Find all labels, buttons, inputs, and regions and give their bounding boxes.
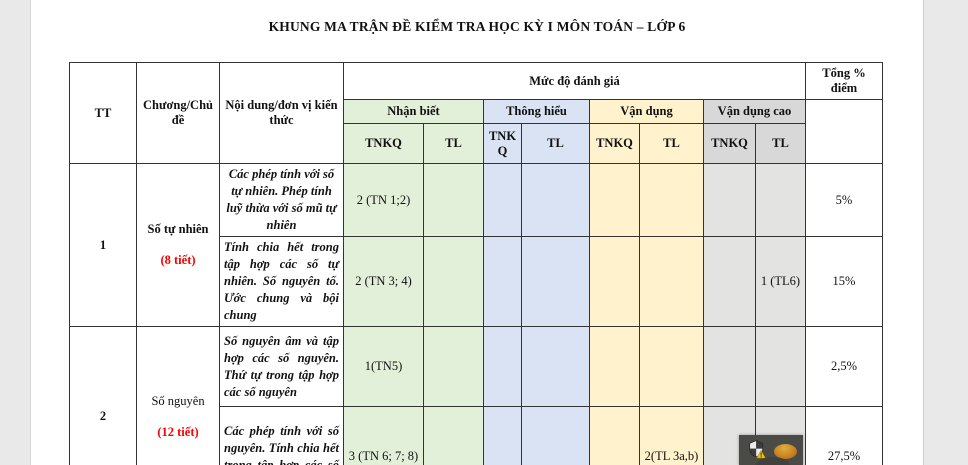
matrix-cell — [423, 163, 484, 237]
header-format-nb-tnkq: TNKQ — [343, 123, 424, 164]
matrix-cell — [483, 163, 522, 237]
header-level-nhan-biet: Nhận biết — [343, 99, 484, 124]
row2b-van-dung-tl: 2(TL 3a,b) — [639, 406, 704, 465]
header-level-van-dung: Vận dụng — [589, 99, 704, 124]
matrix-cell — [639, 326, 704, 407]
header-chapter: Chương/Chủ đề — [136, 62, 220, 164]
row2b-total: 27,5% — [805, 406, 883, 465]
row1a-nhan-biet-tnkq: 2 (TN 1;2) — [343, 163, 424, 237]
row1b-nhan-biet-tnkq: 2 (TN 3; 4) — [343, 236, 424, 327]
matrix-cell — [423, 326, 484, 407]
document-title: KHUNG MA TRẬN ĐỀ KIỂM TRA HỌC KỲ I MÔN T… — [268, 19, 686, 34]
exam-matrix-table: TT Chương/Chủ đề Nội dung/đơn vị kiến th… — [69, 62, 883, 465]
header-format-vd-tl: TL — [639, 123, 704, 164]
header-format-nb-tl: TL — [423, 123, 484, 164]
matrix-cell — [521, 236, 590, 327]
partial-icon — [756, 457, 790, 465]
header-content-unit: Nội dung/đơn vị kiến thức — [219, 62, 344, 164]
row2-tt: 2 — [69, 326, 137, 465]
row1-chapter-periods: (8 tiết) — [160, 253, 196, 267]
matrix-cell — [521, 163, 590, 237]
header-format-th-tnkq: TNKQ — [483, 123, 522, 164]
row1b-content: Tính chia hết trong tập hợp các số tự nh… — [219, 236, 344, 327]
matrix-cell — [755, 326, 806, 407]
row1b-total: 15% — [805, 236, 883, 327]
header-format-vdc-tnkq: TNKQ — [703, 123, 756, 164]
matrix-cell — [703, 326, 756, 407]
row1-chapter-name: Số tự nhiên — [147, 222, 209, 236]
header-assessment-levels: Mức độ đánh giá — [343, 62, 806, 100]
header-format-vd-tnkq: TNKQ — [589, 123, 640, 164]
row2-chapter-cell: Số nguyên (12 tiết) — [136, 326, 220, 465]
matrix-cell — [483, 236, 522, 327]
header-level-van-dung-cao: Vận dụng cao — [703, 99, 806, 124]
header-total-percent: Tổng % điểm — [805, 62, 883, 100]
matrix-cell — [483, 326, 522, 407]
matrix-cell — [483, 406, 522, 465]
row2a-nhan-biet-tnkq: 1(TN5) — [343, 326, 424, 407]
header-tt: TT — [69, 62, 137, 164]
security-shield-warning-icon[interactable] — [748, 439, 766, 460]
matrix-cell — [589, 326, 640, 407]
matrix-cell — [703, 236, 756, 327]
row1-tt: 1 — [69, 163, 137, 327]
row2-chapter-periods: (12 tiết) — [157, 424, 199, 439]
header-total-empty-cell — [805, 99, 883, 164]
document-page[interactable]: KHUNG MA TRẬN ĐỀ KIỂM TRA HỌC KỲ I MÔN T… — [30, 0, 924, 465]
row2b-nhan-biet-tnkq: 3 (TN 6; 7; 8) — [343, 406, 424, 465]
matrix-cell — [589, 236, 640, 327]
row2a-total: 2,5% — [805, 326, 883, 407]
matrix-cell — [589, 406, 640, 465]
row1a-content: Các phép tính với số tự nhiên. Phép tính… — [219, 163, 344, 237]
matrix-cell — [521, 406, 590, 465]
row2a-content: Số nguyên âm và tập hợp các số nguyên. T… — [219, 326, 344, 407]
matrix-cell — [703, 163, 756, 237]
row1a-total: 5% — [805, 163, 883, 237]
matrix-cell — [423, 236, 484, 327]
matrix-cell — [521, 326, 590, 407]
orange-app-icon[interactable] — [774, 444, 797, 459]
row1b-van-dung-cao-tl: 1 (TL6) — [755, 236, 806, 327]
matrix-cell — [589, 163, 640, 237]
row2-chapter-name: Số nguyên — [151, 393, 205, 408]
row2b-content: Các phép tính với số nguyên. Tính chia h… — [219, 406, 344, 465]
matrix-cell — [639, 236, 704, 327]
tray-overflow-popup[interactable] — [739, 435, 803, 465]
row1-chapter-cell: Số tự nhiên (8 tiết) — [136, 163, 220, 327]
matrix-cell — [755, 163, 806, 237]
header-level-thong-hieu: Thông hiểu — [483, 99, 590, 124]
matrix-cell — [423, 406, 484, 465]
matrix-cell — [639, 163, 704, 237]
header-format-th-tl: TL — [521, 123, 590, 164]
header-format-vdc-tl: TL — [755, 123, 806, 164]
